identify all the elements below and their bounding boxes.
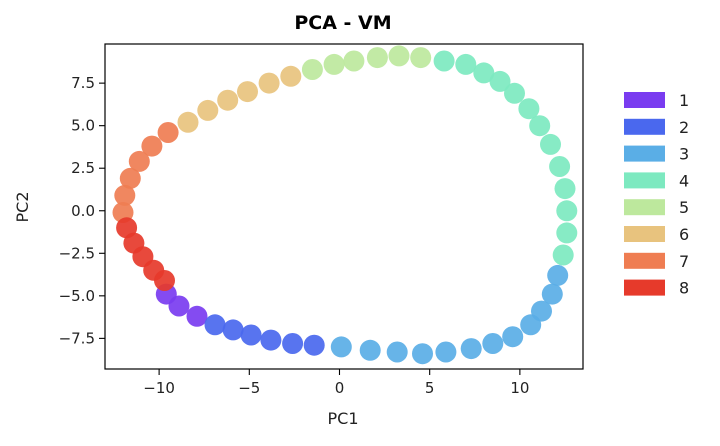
data-point-series-6: [280, 65, 302, 87]
y-tick-label: −2.5: [59, 244, 95, 262]
legend-label-5: 5: [679, 198, 689, 217]
data-point-series-4: [549, 156, 571, 177]
y-axis-ticks: −7.5 −5.0 −2.5 0.0 2.5 5.0 7.5: [59, 74, 105, 347]
data-point-series-4: [504, 82, 525, 104]
data-point-series-7: [128, 150, 150, 172]
legend-swatch-3: [624, 145, 665, 162]
x-tick-label: 0: [335, 379, 345, 397]
data-point-series-4: [556, 200, 578, 222]
data-point-series-3: [359, 339, 381, 361]
data-point-series-4: [455, 53, 477, 75]
data-point-series-1: [186, 305, 208, 327]
data-point-series-2: [222, 319, 244, 341]
legend-swatch-8: [624, 279, 665, 296]
data-point-series-3: [541, 283, 563, 305]
data-point-series-2: [260, 329, 282, 351]
data-point-series-3: [412, 343, 433, 365]
y-tick-label: −5.0: [59, 287, 95, 305]
data-point-series-5: [410, 47, 432, 69]
data-point-series-7: [157, 122, 179, 143]
data-point-series-5: [343, 50, 365, 72]
legend-swatch-5: [624, 199, 665, 216]
data-point-series-6: [258, 72, 280, 94]
data-point-series-4: [540, 133, 561, 155]
legend-label-7: 7: [679, 252, 689, 271]
chart-title: PCA - VM: [294, 12, 391, 34]
data-points: [112, 45, 578, 365]
data-point-series-3: [386, 341, 408, 363]
x-tick-label: 10: [510, 379, 529, 397]
legend-swatch-7: [624, 252, 665, 269]
plot-area-frame: [104, 43, 584, 370]
y-tick-label: 0.0: [71, 202, 95, 220]
legend-label-4: 4: [679, 171, 689, 190]
data-point-series-4: [529, 115, 551, 137]
data-point-series-5: [323, 53, 345, 75]
data-point-series-3: [460, 338, 482, 360]
data-point-series-5: [301, 59, 323, 80]
y-tick-label: 5.0: [71, 117, 95, 135]
data-point-series-7: [141, 135, 163, 157]
x-tick-label: −5: [238, 379, 260, 397]
data-point-series-3: [547, 264, 569, 286]
legend: 1 2 3 4 5 6 7 8: [624, 91, 689, 298]
data-point-series-4: [473, 62, 495, 84]
data-point-series-4: [489, 70, 511, 92]
legend-label-8: 8: [679, 279, 689, 298]
legend-label-6: 6: [679, 225, 689, 244]
legend-swatch-1: [624, 92, 665, 108]
x-tick-label: 5: [425, 379, 435, 397]
data-point-series-4: [554, 178, 576, 200]
legend-label-2: 2: [679, 118, 689, 137]
data-point-series-4: [552, 244, 574, 266]
data-point-series-3: [502, 326, 524, 348]
x-axis-ticks: −10 −5 0 5 10: [143, 369, 529, 397]
legend-swatch-4: [624, 172, 665, 189]
legend-swatch-6: [624, 226, 665, 242]
x-axis-label: PC1: [328, 409, 359, 428]
data-point-series-4: [433, 50, 455, 72]
data-point-series-2: [282, 333, 304, 354]
y-tick-label: 7.5: [71, 74, 95, 92]
data-point-series-7: [114, 184, 136, 206]
legend-label-1: 1: [679, 91, 689, 110]
data-point-series-5: [366, 47, 388, 69]
data-point-series-7: [119, 167, 141, 189]
data-point-series-6: [217, 89, 239, 111]
data-point-series-3: [482, 333, 504, 354]
y-tick-label: 2.5: [71, 159, 95, 177]
data-point-series-1: [168, 295, 190, 317]
data-point-series-4: [518, 98, 540, 120]
x-tick-label: −10: [143, 379, 175, 397]
data-point-series-3: [531, 300, 552, 322]
data-point-series-8: [154, 270, 175, 291]
legend-label-3: 3: [679, 145, 689, 164]
y-tick-label: −7.5: [59, 329, 95, 347]
data-point-series-3: [330, 336, 352, 358]
data-point-series-6: [197, 99, 219, 121]
data-point-series-6: [237, 81, 258, 103]
y-axis-label: PC2: [13, 192, 32, 223]
data-point-series-2: [240, 324, 262, 346]
data-point-series-3: [435, 341, 457, 363]
data-point-series-5: [388, 45, 410, 67]
data-point-series-2: [303, 334, 325, 356]
data-point-series-6: [177, 111, 199, 133]
data-point-series-4: [556, 222, 578, 244]
legend-swatch-2: [624, 118, 665, 135]
data-point-series-2: [204, 314, 226, 336]
